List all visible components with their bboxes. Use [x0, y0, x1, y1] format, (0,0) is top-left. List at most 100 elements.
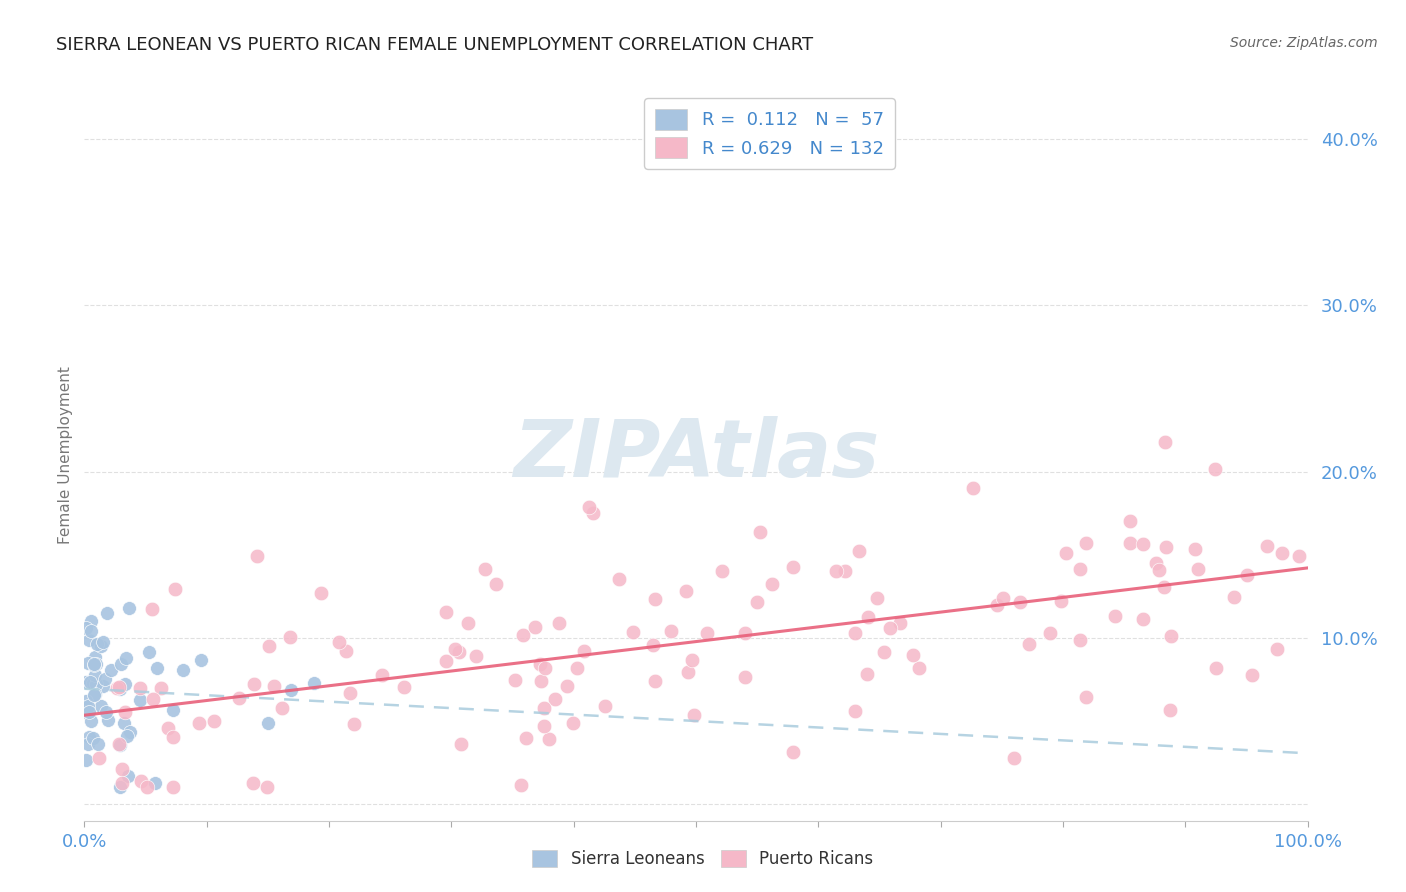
Point: [450, 737, 472, 751]
Point: [138, 645, 160, 659]
Point: [1144, 557, 1167, 571]
Point: [77, 632, 100, 647]
Point: [105, 681, 128, 695]
Point: [555, 679, 578, 693]
Point: [1187, 562, 1209, 576]
Point: [1104, 609, 1126, 624]
Point: [1153, 580, 1175, 594]
Point: [544, 692, 567, 706]
Point: [1018, 637, 1040, 651]
Point: [659, 624, 682, 638]
Point: [889, 615, 911, 630]
Text: Source: ZipAtlas.com: Source: ZipAtlas.com: [1230, 36, 1378, 50]
Point: [111, 762, 134, 776]
Point: [512, 628, 534, 642]
Point: [84, 668, 107, 682]
Point: [444, 642, 467, 657]
Point: [1154, 540, 1177, 554]
Point: [263, 679, 285, 693]
Point: [474, 562, 496, 576]
Point: [86, 637, 108, 651]
Point: [986, 598, 1008, 612]
Point: [825, 564, 848, 578]
Point: [696, 625, 718, 640]
Point: [1002, 751, 1025, 765]
Point: [129, 693, 152, 707]
Point: [83, 657, 105, 671]
Point: [90, 640, 112, 654]
Point: [1050, 594, 1073, 608]
Point: [1223, 590, 1246, 604]
Point: [782, 746, 804, 760]
Point: [79, 730, 101, 744]
Point: [190, 653, 212, 667]
Point: [734, 669, 756, 683]
Point: [257, 716, 280, 731]
Point: [165, 582, 187, 596]
Point: [1119, 536, 1142, 550]
Point: [76, 699, 98, 714]
Point: [644, 674, 666, 689]
Point: [111, 776, 134, 790]
Point: [1149, 563, 1171, 577]
Text: ZIPAtlas: ZIPAtlas: [513, 416, 879, 494]
Point: [141, 602, 163, 616]
Point: [1241, 667, 1264, 681]
Point: [83, 658, 105, 673]
Point: [873, 645, 896, 659]
Point: [962, 481, 984, 495]
Point: [1119, 514, 1142, 528]
Point: [533, 701, 555, 715]
Point: [129, 681, 152, 696]
Text: SIERRA LEONEAN VS PUERTO RICAN FEMALE UNEMPLOYMENT CORRELATION CHART: SIERRA LEONEAN VS PUERTO RICAN FEMALE UN…: [56, 36, 813, 54]
Point: [93, 672, 115, 686]
Point: [97, 713, 120, 727]
Point: [457, 615, 479, 630]
Point: [1204, 462, 1226, 476]
Point: [856, 610, 879, 624]
Point: [112, 715, 135, 730]
Point: [1132, 611, 1154, 625]
Legend: Sierra Leoneans, Puerto Ricans: Sierra Leoneans, Puerto Ricans: [526, 843, 880, 875]
Point: [434, 654, 457, 668]
Point: [96, 606, 118, 620]
Point: [278, 630, 301, 644]
Point: [136, 780, 159, 795]
Point: [156, 721, 179, 735]
Point: [114, 677, 136, 691]
Point: [1074, 690, 1097, 704]
Point: [538, 732, 561, 747]
Point: [343, 716, 366, 731]
Point: [848, 544, 870, 558]
Point: [866, 591, 889, 606]
Point: [643, 638, 665, 652]
Point: [503, 673, 526, 688]
Point: [91, 634, 114, 648]
Point: [309, 585, 332, 599]
Point: [734, 626, 756, 640]
Point: [188, 716, 211, 731]
Point: [644, 592, 666, 607]
Point: [149, 681, 172, 695]
Point: [675, 584, 697, 599]
Point: [578, 500, 600, 514]
Point: [75, 753, 97, 767]
Point: [108, 737, 131, 751]
Point: [529, 657, 551, 671]
Point: [162, 703, 184, 717]
Point: [1010, 595, 1032, 609]
Point: [834, 565, 856, 579]
Point: [1132, 537, 1154, 551]
Point: [84, 677, 107, 691]
Point: [856, 667, 879, 681]
Point: [681, 653, 703, 667]
Point: [115, 651, 138, 665]
Point: [87, 737, 110, 751]
Point: [1256, 539, 1278, 553]
Point: [524, 620, 547, 634]
Point: [1069, 632, 1091, 647]
Point: [761, 576, 783, 591]
Point: [745, 595, 768, 609]
Point: [515, 731, 537, 745]
Point: [676, 665, 699, 680]
